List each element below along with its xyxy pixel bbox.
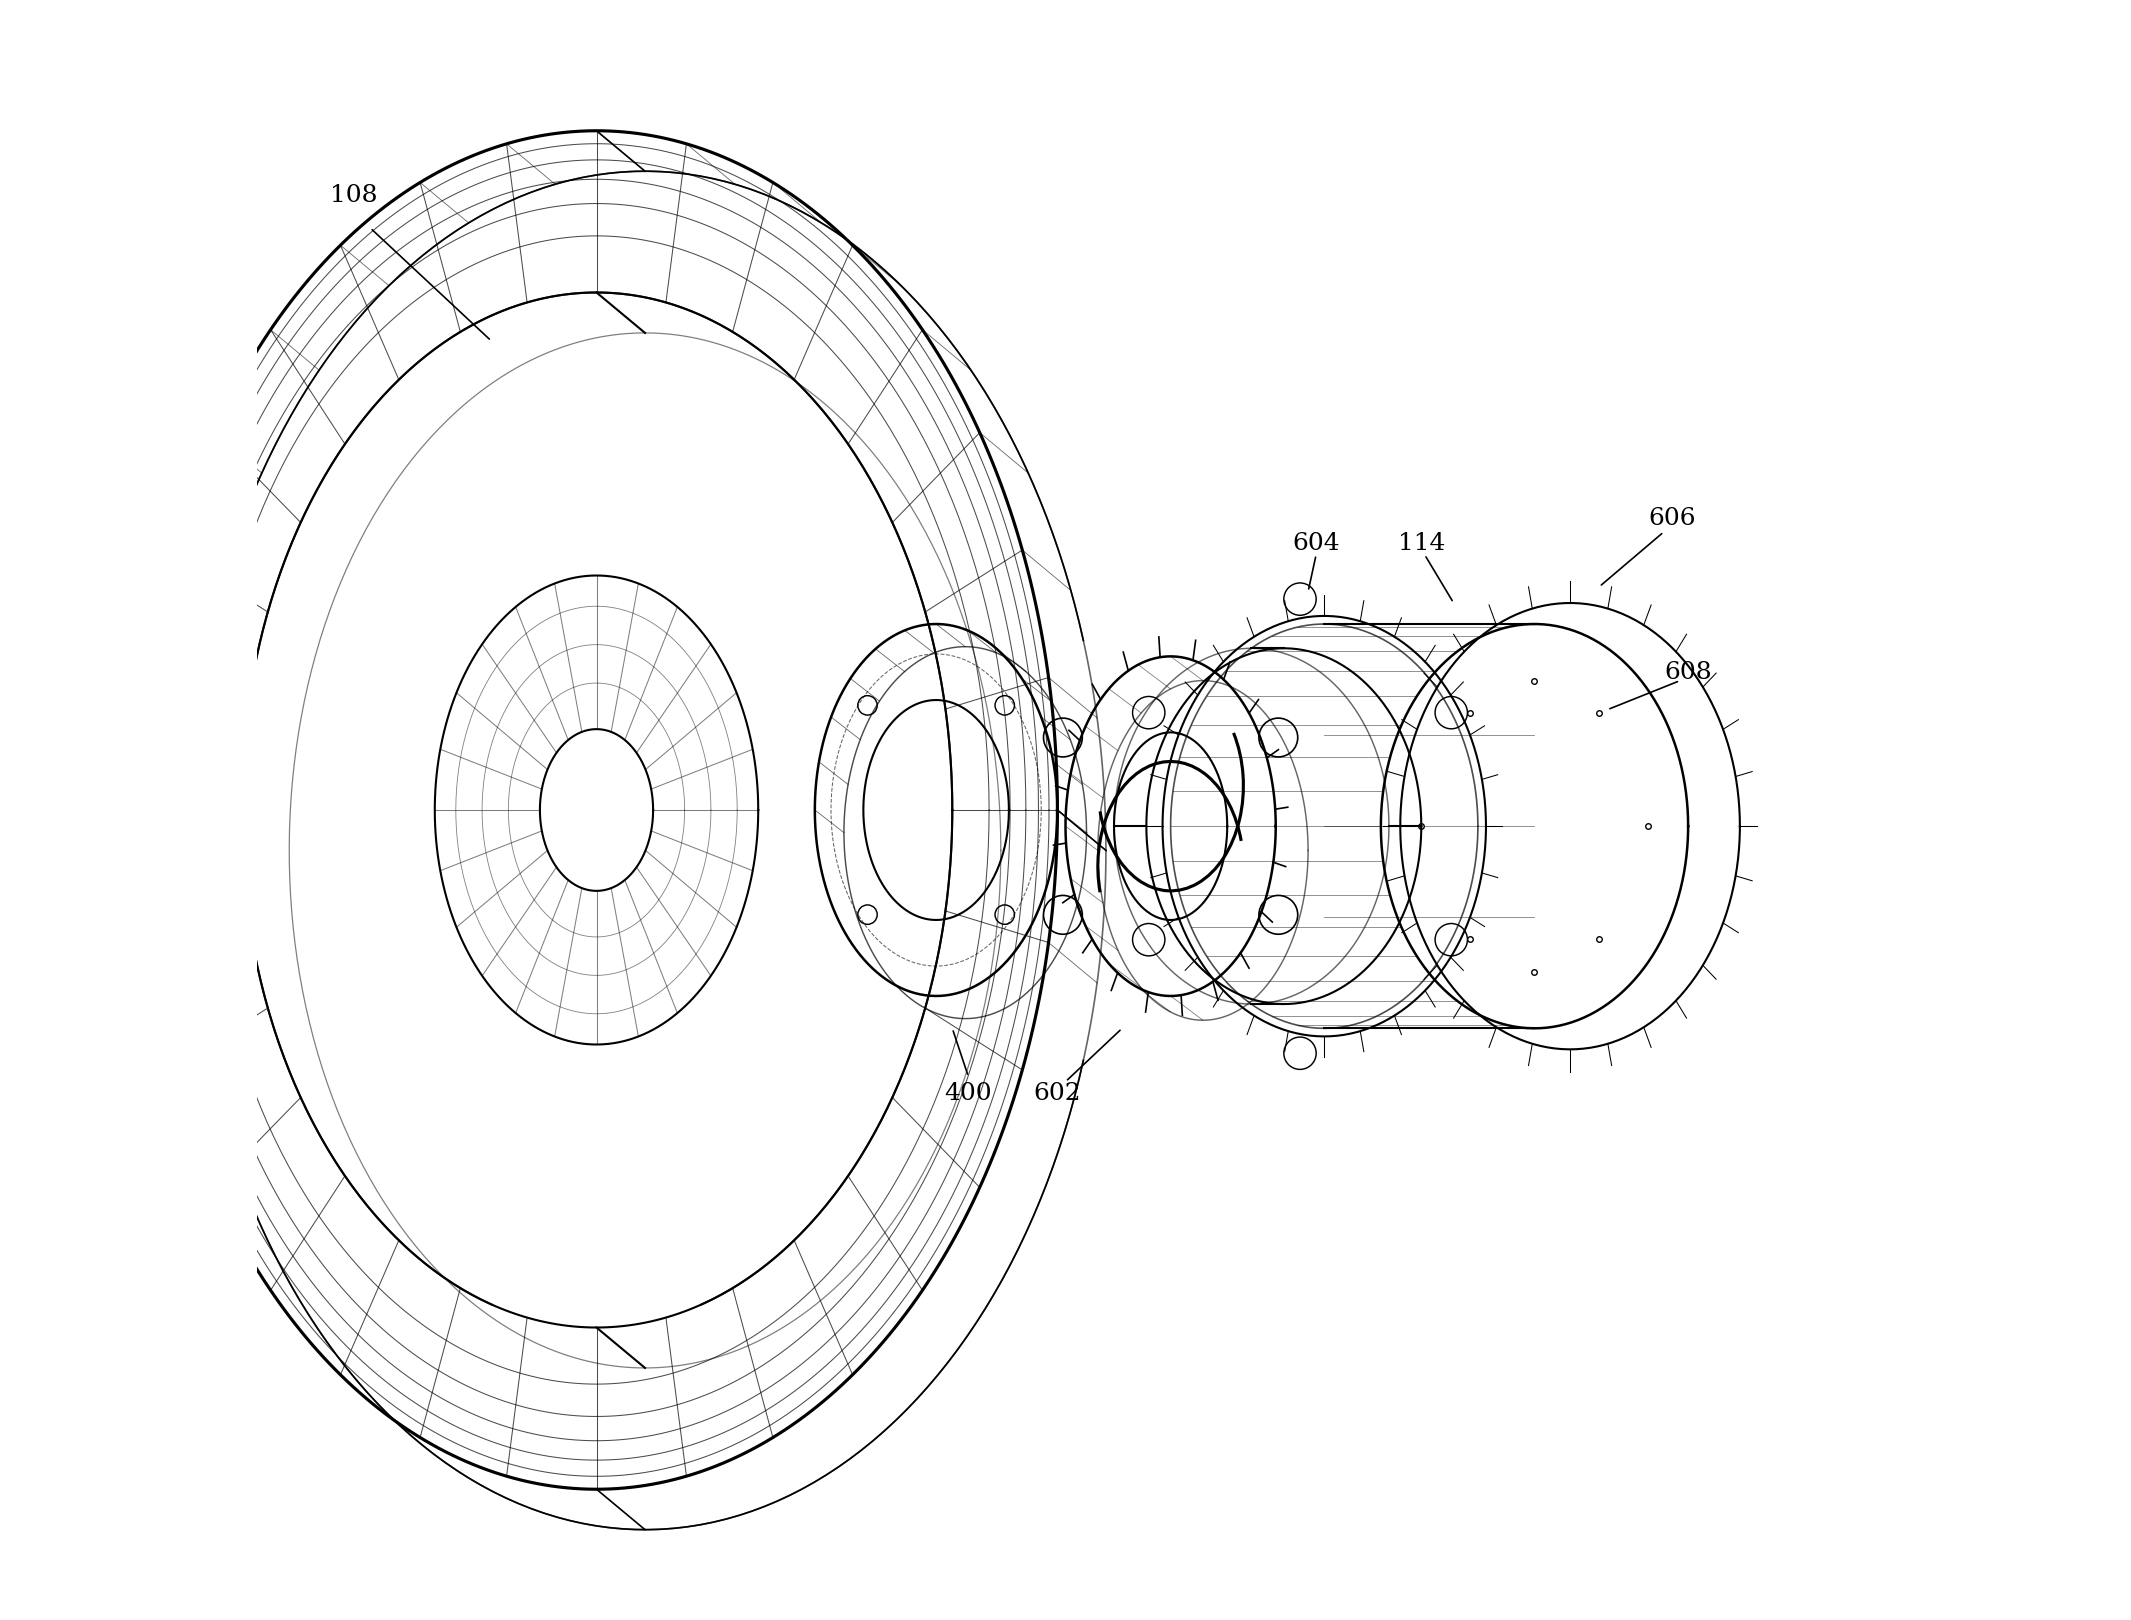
Text: 114: 114 bbox=[1398, 531, 1445, 554]
Text: 602: 602 bbox=[1034, 1082, 1080, 1105]
Text: 400: 400 bbox=[944, 1082, 993, 1105]
Text: 608: 608 bbox=[1664, 661, 1711, 684]
Text: 108: 108 bbox=[330, 185, 377, 207]
Text: 604: 604 bbox=[1291, 531, 1340, 554]
Text: 606: 606 bbox=[1647, 507, 1696, 530]
